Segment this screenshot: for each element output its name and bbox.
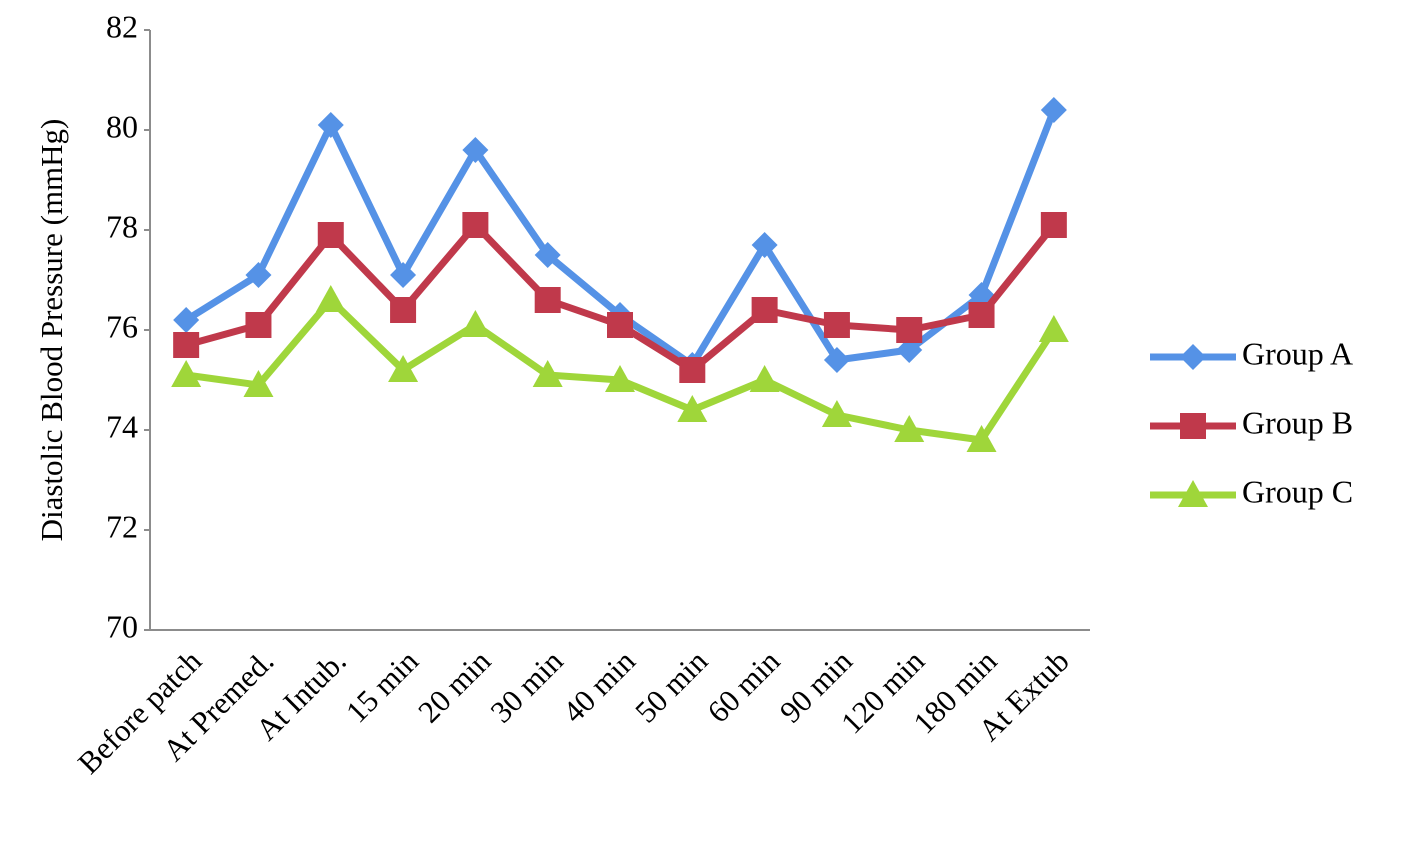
marker — [388, 355, 419, 382]
marker — [823, 347, 850, 373]
marker — [1040, 97, 1067, 123]
marker — [315, 285, 346, 312]
y-tick-label: 78 — [106, 208, 138, 244]
marker — [1180, 344, 1206, 370]
marker — [751, 232, 778, 258]
y-tick-label: 70 — [106, 608, 138, 644]
legend-label: Group A — [1242, 335, 1353, 371]
x-tick-label: 50 min — [628, 643, 715, 730]
marker — [896, 337, 923, 363]
marker — [677, 395, 708, 422]
y-tick-label: 76 — [106, 308, 138, 344]
marker — [823, 312, 850, 338]
marker — [532, 360, 563, 387]
marker — [243, 370, 274, 397]
marker — [534, 242, 561, 268]
marker — [821, 400, 852, 427]
marker — [173, 332, 200, 358]
series-line — [185, 221, 1057, 374]
x-tick-label: 40 min — [556, 643, 643, 730]
x-tick-label: 20 min — [411, 643, 498, 730]
legend-label: Group B — [1242, 404, 1353, 440]
y-tick-label: 74 — [106, 408, 138, 444]
x-tick-label: 15 min — [339, 643, 426, 730]
marker — [968, 302, 995, 328]
marker — [894, 415, 925, 442]
y-tick-label: 82 — [106, 8, 138, 44]
marker — [1038, 315, 1069, 342]
marker — [749, 365, 780, 392]
marker — [679, 357, 706, 383]
marker — [966, 425, 997, 452]
x-tick-label: 60 min — [700, 643, 787, 730]
marker — [1180, 413, 1206, 439]
marker — [171, 360, 202, 387]
marker — [607, 312, 633, 338]
marker — [896, 317, 923, 343]
marker — [317, 112, 344, 138]
y-axis-title: Diastolic Blood Pressure (mmHg) — [34, 119, 69, 542]
y-tick-label: 80 — [106, 108, 138, 144]
marker — [460, 310, 491, 337]
marker — [317, 222, 344, 248]
marker — [390, 262, 417, 288]
marker — [751, 297, 778, 323]
marker — [605, 365, 635, 392]
y-tick-label: 72 — [106, 508, 138, 544]
marker — [245, 262, 272, 288]
legend-label: Group C — [1242, 473, 1353, 509]
marker — [534, 287, 561, 313]
x-tick-label: 30 min — [483, 643, 570, 730]
marker — [462, 212, 489, 238]
marker — [1178, 480, 1208, 507]
marker — [245, 312, 272, 338]
marker — [462, 137, 489, 163]
marker — [1040, 212, 1067, 238]
marker — [173, 307, 200, 333]
marker — [390, 297, 417, 323]
